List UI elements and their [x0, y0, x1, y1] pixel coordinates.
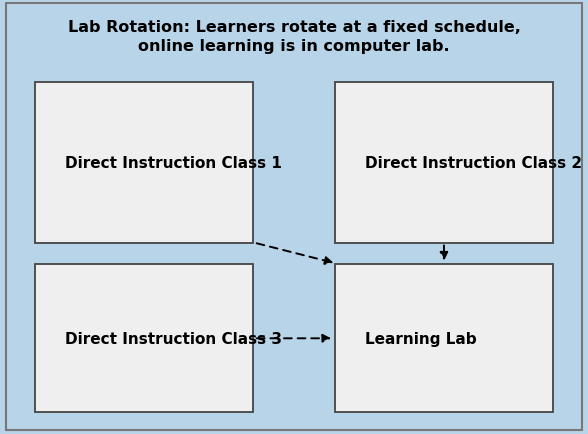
- Bar: [35, 265, 253, 412]
- Text: Learning Lab: Learning Lab: [365, 331, 476, 346]
- Text: Direct Instruction Class 1: Direct Instruction Class 1: [65, 155, 282, 170]
- Bar: [35, 82, 253, 243]
- Text: Direct Instruction Class 3: Direct Instruction Class 3: [65, 331, 282, 346]
- Text: Lab Rotation: Learners rotate at a fixed schedule,
online learning is in compute: Lab Rotation: Learners rotate at a fixed…: [68, 20, 520, 54]
- Bar: [335, 265, 553, 412]
- Text: Direct Instruction Class 2: Direct Instruction Class 2: [365, 155, 582, 170]
- Bar: [335, 82, 553, 243]
